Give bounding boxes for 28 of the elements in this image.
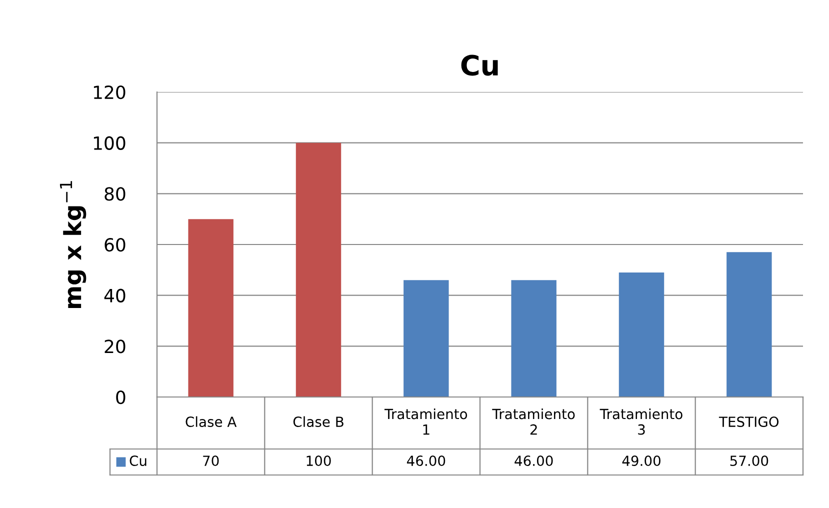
bar [296,142,342,397]
bar [726,252,772,397]
y-tick-label: 100 [94,136,126,150]
chart-title: Cu [461,54,498,76]
bar [511,280,556,397]
data-label: 49.00 [622,456,660,466]
x-tick-label: Tratamiento 1 [384,408,468,435]
y-tick-label: 40 [104,288,126,302]
x-tick-label: Clase B [293,416,344,428]
y-axis-title: mg x kg$^{−1}$ [60,181,86,308]
data-label: 70 [203,456,219,466]
x-tick-label: Clase A [186,416,237,428]
data-label: 100 [306,456,331,466]
y-tick-label: 60 [104,238,126,252]
data-label: 46.00 [514,456,553,466]
bar [188,219,234,397]
bar [404,280,449,397]
y-tick-label: 0 [116,390,126,404]
data-label: 57.00 [730,456,768,466]
data-label: 46.00 [406,456,446,466]
x-tick-label: Tratamiento 2 [492,408,575,435]
bar [618,272,664,397]
y-tick-label: 80 [104,187,126,201]
legend-label: Cu [130,456,146,466]
y-tick-label: 20 [104,340,126,354]
y-tick-label: 120 [94,85,126,100]
x-tick-label: Tratamiento 3 [600,408,682,435]
x-tick-label: TESTIGO [718,416,779,428]
